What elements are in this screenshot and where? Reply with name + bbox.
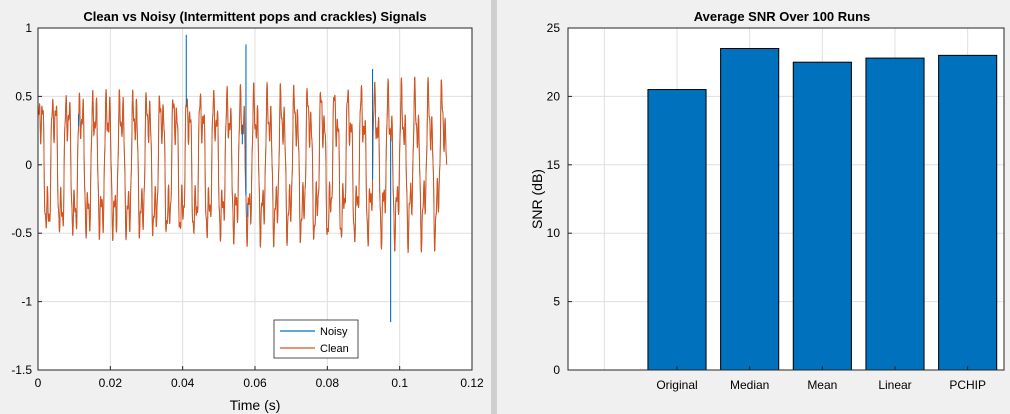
snr-bar-chart: Average SNR Over 100 Runs Original Median…	[529, 9, 1005, 392]
bar-chart-y-tick-label: 0	[553, 363, 560, 377]
line-chart-x-tick-label: 0	[35, 376, 42, 390]
bar-original	[647, 89, 707, 371]
bar-chart-y-tick-label: 5	[553, 295, 560, 309]
figure-divider	[491, 0, 497, 414]
bar-chart-y-tick-label: 20	[547, 89, 561, 103]
line-chart-y-tick-label: -0.5	[11, 226, 32, 240]
bar-mean	[792, 61, 852, 371]
legend-box	[273, 319, 359, 359]
line-chart-title: Clean vs Noisy (Intermittent pops and cr…	[83, 9, 426, 24]
bar-chart-y-tick-label: 25	[547, 21, 561, 35]
bar-chart-plot-area	[568, 28, 1004, 370]
noisy-signal-line	[75, 34, 392, 323]
bar-chart-x-tick-label: Original	[656, 378, 697, 392]
bar-chart-y-ticks: 0 5 10 15 20 25	[547, 21, 572, 377]
line-chart-x-axis-label: Time (s)	[230, 397, 281, 413]
bar-chart-y-tick-label: 15	[547, 158, 561, 172]
line-chart-y-tick-label: 1	[25, 21, 32, 35]
bar-chart-x-tick-label: Mean	[807, 378, 837, 392]
bar-chart-title: Average SNR Over 100 Runs	[694, 9, 871, 24]
bar-chart-y-tick-label: 10	[547, 226, 561, 240]
bar-chart-x-tick-label: PCHIP	[949, 378, 986, 392]
line-chart-y-ticks: -1.5 -1 -0.5 0 0.5 1	[11, 21, 42, 377]
line-chart-y-tick-label: 0	[25, 158, 32, 172]
legend-clean-label: Clean	[320, 343, 349, 355]
bar-chart-bars	[647, 48, 998, 371]
line-chart-x-tick-label: 0.04	[171, 376, 195, 390]
bar-chart-axes-box	[567, 27, 1005, 371]
line-chart-x-tick-label: 0.12	[460, 376, 484, 390]
bar-chart-x-ticks: Original Median Mean Linear PCHIP	[656, 366, 986, 392]
bar-chart-x-tick-label: Linear	[878, 378, 911, 392]
line-chart-y-tick-label: 0.5	[15, 89, 32, 103]
bar-pchip	[938, 54, 998, 371]
line-chart-y-tick-label: -1.5	[11, 363, 32, 377]
bar-chart-y-axis-label: SNR (dB)	[529, 169, 545, 229]
legend-noisy-label: Noisy	[320, 326, 348, 338]
line-chart-y-tick-label: -1	[21, 295, 32, 309]
bar-median	[720, 48, 780, 371]
bar-linear	[865, 57, 925, 371]
line-chart-x-tick-label: 0.08	[316, 376, 340, 390]
line-chart-legend: Noisy Clean	[273, 319, 359, 359]
line-chart-x-tick-label: 0.1	[391, 376, 408, 390]
signal-line-chart: Clean vs Noisy (Intermittent pops and cr…	[11, 9, 484, 413]
bar-chart-x-tick-label: Median	[730, 378, 769, 392]
line-chart-x-tick-label: 0.06	[243, 376, 267, 390]
line-chart-x-ticks: 0 0.02 0.04 0.06 0.08 0.1 0.12	[35, 366, 484, 390]
line-chart-x-tick-label: 0.02	[99, 376, 123, 390]
